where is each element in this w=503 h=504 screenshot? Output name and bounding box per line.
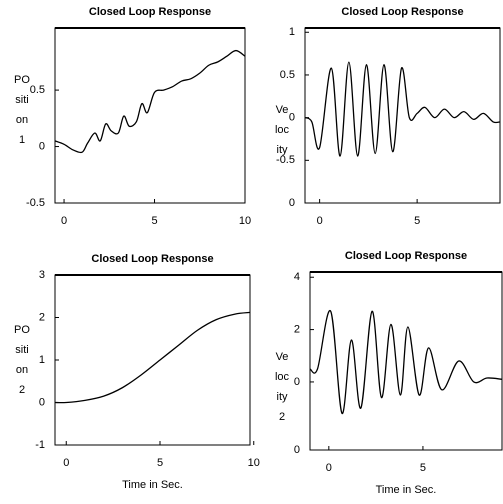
x-tick-label: 5	[157, 457, 163, 469]
y-tick-label: 0	[39, 140, 45, 152]
x-axis-label: Time in Sec.	[376, 484, 437, 496]
x-tick-label: 10	[248, 457, 260, 469]
x-tick-label: 0	[326, 462, 332, 474]
plot-frame	[304, 27, 501, 204]
chart-title: Closed Loop Response	[345, 250, 467, 262]
y-tick-label: 3	[39, 269, 45, 281]
y-tick-label: 1	[289, 26, 295, 38]
y-axis-label: siti	[15, 94, 28, 106]
y-axis-label: Ve	[276, 104, 289, 116]
y-tick-label: 1	[39, 354, 45, 366]
x-tick-label: 5	[420, 462, 426, 474]
y-tick-label: 2	[39, 311, 45, 323]
y-tick-label: 0	[294, 376, 300, 388]
y-tick-label: 0.5	[280, 69, 295, 81]
x-tick-label: 0	[63, 457, 69, 469]
x-tick-label: 0	[61, 215, 67, 227]
y-tick-label: 0	[294, 444, 300, 456]
y-tick-label: 0.5	[30, 84, 45, 96]
x-tick-label: 5	[151, 215, 157, 227]
plot-frame	[54, 274, 251, 446]
y-tick-label: 0	[289, 197, 295, 209]
line-series	[304, 61, 501, 157]
chart-title: Closed Loop Response	[341, 6, 463, 18]
y-axis-label: siti	[15, 344, 28, 356]
y-tick-label: 0	[289, 112, 295, 124]
y-tick-label: -0.5	[26, 197, 45, 209]
chart-title: Closed Loop Response	[91, 253, 213, 265]
y-axis-label: on	[16, 114, 28, 126]
y-axis-label: ity	[277, 144, 289, 156]
line-series	[54, 49, 246, 154]
y-tick-label: 2	[294, 323, 300, 335]
y-axis-label: on	[16, 364, 28, 376]
line-series	[309, 310, 503, 415]
chart-title: Closed Loop Response	[89, 6, 211, 18]
y-axis-label: 1	[19, 134, 25, 146]
y-axis-label: loc	[275, 371, 290, 383]
y-axis-label: ity	[277, 391, 289, 403]
y-axis-label: 2	[279, 411, 285, 423]
x-tick-label: 10	[239, 215, 251, 227]
y-tick-label: -0.5	[276, 154, 295, 166]
y-axis-label: Ve	[276, 351, 289, 363]
y-tick-label: 0	[39, 396, 45, 408]
line-series	[54, 311, 251, 404]
y-axis-label: 2	[19, 384, 25, 396]
y-axis-label: PO	[14, 324, 30, 336]
y-tick-label: 4	[294, 271, 300, 283]
y-axis-label: PO	[14, 74, 30, 86]
x-tick-label: 0	[317, 215, 323, 227]
y-tick-label: -1	[35, 439, 45, 451]
y-axis-label: loc	[275, 124, 290, 136]
x-axis-label: Time in Sec.	[122, 479, 183, 491]
x-tick-label: 5	[414, 215, 420, 227]
plot-frame	[309, 271, 503, 451]
plot-frame	[54, 27, 246, 204]
